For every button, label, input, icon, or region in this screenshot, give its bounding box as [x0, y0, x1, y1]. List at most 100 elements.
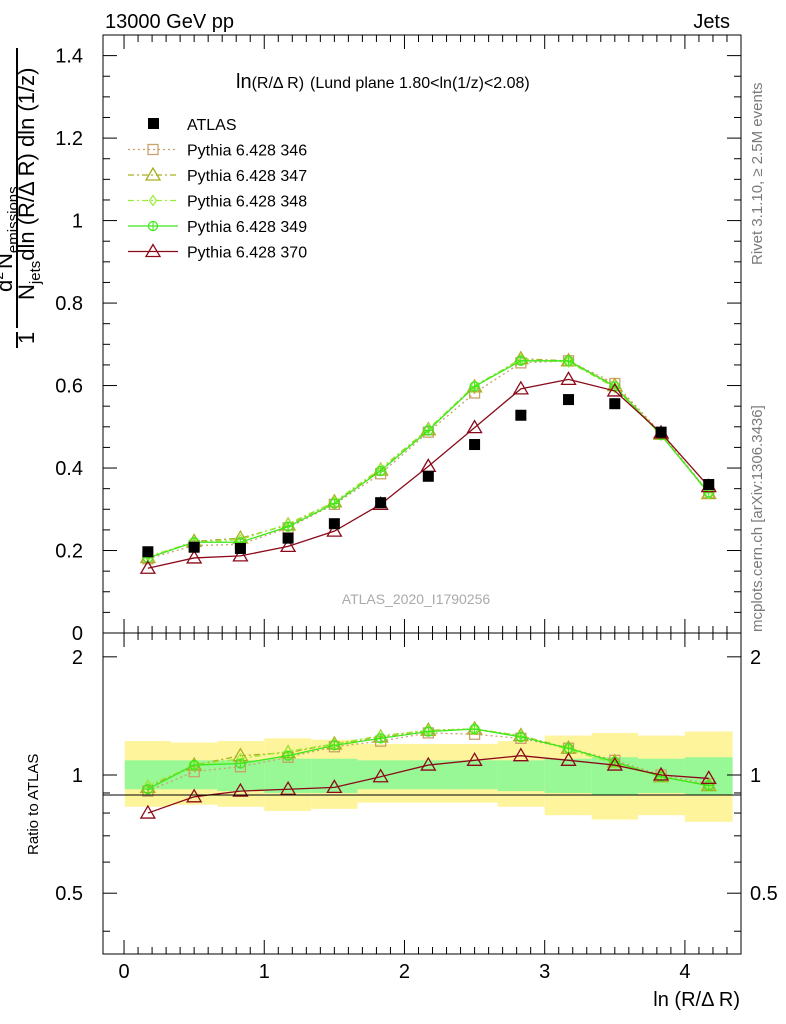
legend-label: Pythia 6.428 346: [187, 143, 307, 160]
header-category: Jets: [693, 11, 730, 33]
ratio-series-point: [188, 759, 200, 771]
ylabel-numerator-N: N: [0, 253, 17, 269]
legend-label: Pythia 6.428 349: [187, 219, 307, 236]
main-series-point: [279, 538, 297, 553]
ratio-series-point: [515, 731, 527, 743]
main-series-point: [560, 371, 577, 386]
legend-marker: [148, 194, 158, 207]
main-y-tick-label: 0.2: [55, 541, 83, 563]
ratio-series-point: [700, 770, 717, 785]
main-series-point: [466, 419, 483, 434]
legend-atlas-label: ATLAS: [187, 117, 237, 134]
main-series-point: [282, 521, 294, 532]
legend-label: Pythia 6.428 347: [187, 168, 307, 185]
legend-marker: [147, 220, 159, 232]
legend-label: Pythia 6.428 348: [187, 194, 307, 211]
title-ln: ln: [236, 71, 252, 93]
atlas-data-point: [234, 542, 246, 554]
main-series-point: [423, 425, 434, 436]
x-tick-label: 0: [118, 961, 129, 983]
x-axis-label: ln (R/Δ R): [653, 989, 740, 1011]
ratio-series-point: [420, 756, 437, 771]
title-lund-range: (Lund plane 1.80<ln(1/z)<2.08): [310, 75, 530, 92]
ratio-y-tick-label-right: 0.5: [750, 883, 778, 905]
main-series-point: [186, 549, 203, 564]
atlas-data-point: [188, 541, 200, 553]
ratio-band-inner-bin: [357, 760, 405, 790]
ratio-series-point: [139, 804, 157, 819]
legend-marker: [144, 166, 162, 181]
atlas-data-point: [655, 426, 667, 438]
main-series-point: [232, 547, 249, 562]
header-process: 13000 GeV pp: [105, 11, 234, 33]
main-series-point: [606, 382, 623, 397]
atlas-data-point: [703, 479, 715, 491]
ratio-series-point: [372, 768, 389, 783]
legend-label: Pythia 6.428 370: [187, 245, 307, 262]
ratio-series-line: [147, 755, 709, 814]
main-series-point: [139, 559, 157, 574]
ratio-series-point: [512, 747, 529, 762]
ratio-band-inner-bin: [544, 758, 592, 793]
atlas-data-point: [609, 398, 621, 410]
main-series-line: [147, 358, 710, 557]
ratio-series-point: [563, 743, 574, 754]
main-y-tick-label: 1.2: [55, 128, 83, 150]
legend-atlas-marker: [148, 118, 159, 129]
mcplots-label: mcplots.cern.ch [arXiv:1306.3436]: [749, 405, 766, 632]
main-series-point: [329, 498, 340, 509]
main-series-line: [147, 378, 710, 569]
main-y-tick-label: 0.6: [55, 376, 83, 398]
ratio-y-tick-label-right: 1: [750, 765, 761, 787]
ratio-y-tick-label-left: 0.5: [55, 883, 83, 905]
x-tick-label: 1: [259, 961, 270, 983]
atlas-data-point: [563, 394, 575, 406]
main-panel-title: ln(R/Δ R) (Lund plane 1.80<ln(1/z)<2.08): [236, 71, 530, 93]
ratio-series-point: [235, 758, 246, 769]
ratio-series-point: [375, 733, 386, 744]
analysis-watermark: ATLAS_2020_I1790256: [342, 591, 491, 607]
ratio-series-point: [232, 782, 249, 797]
ratio-series-layer: [139, 720, 717, 819]
ratio-y-tick-label-left: 1: [72, 765, 83, 787]
main-series-point: [469, 381, 480, 392]
atlas-data-point: [375, 497, 387, 509]
ratio-y-tick-label-left: 2: [72, 647, 83, 669]
main-y-tick-label: 0.8: [55, 293, 83, 315]
main-y-tick-label: 1: [72, 211, 83, 233]
legend-marker: [144, 243, 162, 258]
main-y-tick-label: 0: [72, 623, 83, 645]
svg-text:Njetsdln (R/Δ R) dln (1/z): Njetsdln (R/Δ R) dln (1/z): [14, 68, 44, 300]
ratio-series-point: [652, 766, 670, 781]
main-y-axis-label: Njetsdln (R/Δ R) dln (1/z) d2Nemissions …: [0, 48, 44, 348]
ratio-series-point: [282, 750, 294, 761]
ylabel-dln: dln (R/Δ R) dln (1/z): [14, 68, 39, 261]
ratio-band-inner-bin: [497, 760, 545, 792]
ratio-series-point: [466, 752, 483, 766]
ratio-y-tick-label-right: 2: [750, 647, 761, 669]
legend-marker: [147, 143, 159, 156]
atlas-data-point: [328, 518, 340, 530]
main-series-point: [515, 355, 527, 366]
ylabel-N: N: [14, 284, 39, 300]
ylabel-one: 1: [14, 332, 39, 344]
x-tick-label: 3: [539, 961, 550, 983]
svg-text:d2Nemissions: d2 Nemissions: [0, 186, 22, 292]
main-series-point: [375, 465, 386, 477]
main-y-tick-label: 0.4: [55, 458, 83, 480]
ratio-y-axis-label: Ratio to ATLAS: [25, 754, 42, 855]
axes-layer: 0 1 2 3 4 0 0.2 0.4 0.6 0.8 1 1.2 1.4 0.5 0.5 1 1 2 2: [55, 34, 778, 983]
title-ratio-variable: (R/Δ R): [252, 75, 304, 92]
ratio-panel-frame: [102, 632, 742, 955]
atlas-data-point: [422, 470, 434, 482]
ylabel-d: d: [0, 280, 17, 292]
rivet-version-label: Rivet 3.1.10, ≥ 2.5M events: [749, 83, 766, 266]
main-series-point: [326, 522, 343, 537]
ratio-uncertainty-bands: [124, 731, 733, 822]
ratio-series-point: [469, 723, 480, 735]
main-series-layer: [139, 350, 717, 574]
ratio-series-point: [703, 780, 714, 791]
ratio-series-point: [423, 726, 434, 737]
ratio-series-point: [606, 756, 623, 771]
